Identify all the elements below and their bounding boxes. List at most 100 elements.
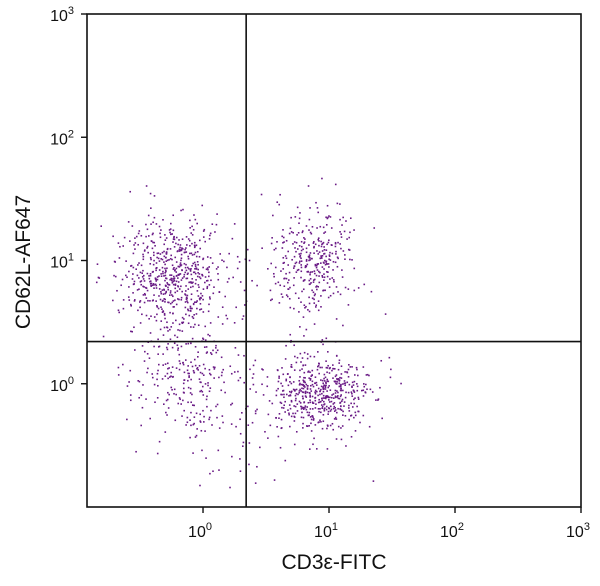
scatter-point [337, 395, 339, 397]
scatter-point [328, 255, 331, 257]
scatter-point [320, 385, 323, 388]
scatter-point [334, 416, 337, 419]
scatter-point [185, 285, 187, 287]
scatter-point [209, 373, 212, 376]
scatter-point [193, 244, 196, 247]
scatter-point [217, 266, 219, 268]
scatter-point [371, 391, 374, 393]
scatter-point [243, 304, 246, 306]
scatter-point [302, 416, 305, 419]
scatter-point [199, 308, 201, 311]
scatter-point [168, 229, 171, 231]
scatter-point [243, 381, 245, 384]
scatter-point [134, 242, 137, 244]
scatter-point [333, 402, 336, 404]
scatter-point [176, 336, 179, 339]
scatter-point [331, 252, 334, 255]
scatter-point [194, 323, 196, 326]
scatter-point [312, 419, 315, 421]
scatter-point [340, 377, 343, 379]
scatter-point [178, 248, 181, 251]
scatter-point [192, 262, 195, 265]
scatter-point [300, 416, 303, 419]
scatter-point [121, 278, 124, 281]
scatter-point [142, 285, 144, 288]
scatter-point [326, 275, 329, 278]
scatter-point [252, 373, 255, 375]
scatter-point [246, 248, 249, 251]
scatter-point [234, 347, 237, 349]
scatter-point [142, 294, 145, 296]
scatter-point [174, 269, 176, 271]
scatter-point [187, 309, 190, 312]
scatter-point [317, 394, 319, 397]
scatter-point [322, 397, 325, 399]
scatter-point [165, 251, 168, 253]
scatter-point [197, 268, 200, 271]
scatter-point [287, 384, 290, 387]
scatter-point [269, 289, 272, 292]
scatter-point [186, 416, 189, 419]
scatter-point [204, 339, 207, 341]
scatter-point [138, 277, 140, 279]
scatter-point [349, 258, 351, 261]
scatter-point [309, 416, 312, 418]
scatter-point [171, 376, 174, 378]
scatter-point [326, 424, 329, 427]
scatter-point [192, 452, 194, 454]
scatter-point [184, 293, 186, 295]
scatter-point [311, 415, 313, 417]
scatter-point [209, 234, 211, 237]
scatter-point [215, 223, 218, 226]
scatter-point [190, 401, 192, 404]
scatter-point [203, 346, 206, 348]
scatter-point [311, 374, 313, 377]
scatter-point [149, 417, 151, 420]
scatter-point [305, 408, 308, 411]
scatter-point [199, 420, 202, 422]
scatter-point [221, 306, 224, 309]
scatter-point [332, 377, 334, 379]
scatter-point [340, 247, 342, 250]
scatter-point [179, 264, 182, 266]
scatter-point [315, 306, 317, 308]
scatter-point [118, 311, 121, 314]
scatter-point [308, 310, 311, 313]
scatter-point [327, 395, 329, 398]
scatter-point [164, 271, 166, 274]
scatter-point [164, 234, 166, 236]
scatter-point [174, 256, 177, 259]
scatter-point [323, 273, 325, 275]
scatter-point [311, 289, 313, 292]
scatter-point [304, 377, 306, 379]
scatter-point [166, 247, 169, 250]
scatter-point [219, 253, 222, 255]
scatter-point [350, 435, 353, 438]
scatter-point [317, 401, 320, 404]
scatter-point [224, 391, 226, 394]
scatter-point [182, 208, 184, 211]
scatter-point [302, 280, 305, 282]
scatter-point [167, 343, 169, 345]
scatter-point [181, 269, 183, 272]
scatter-point [178, 360, 181, 362]
scatter-point [183, 273, 186, 276]
scatter-point [199, 484, 201, 487]
scatter-point [321, 266, 324, 268]
scatter-point [283, 393, 285, 396]
scatter-point [153, 259, 155, 262]
scatter-point [186, 244, 188, 246]
scatter-point [254, 412, 257, 415]
scatter-point [318, 281, 321, 284]
scatter-point [197, 369, 200, 371]
scatter-point [194, 364, 197, 367]
scatter-point [290, 366, 293, 368]
scatter-point [193, 314, 195, 316]
scatter-point [211, 223, 214, 225]
scatter-point [317, 351, 319, 353]
scatter-point [311, 395, 314, 398]
scatter-point [194, 436, 197, 438]
scatter-point [169, 257, 172, 260]
scatter-point [320, 411, 322, 414]
scatter-point [285, 239, 288, 242]
